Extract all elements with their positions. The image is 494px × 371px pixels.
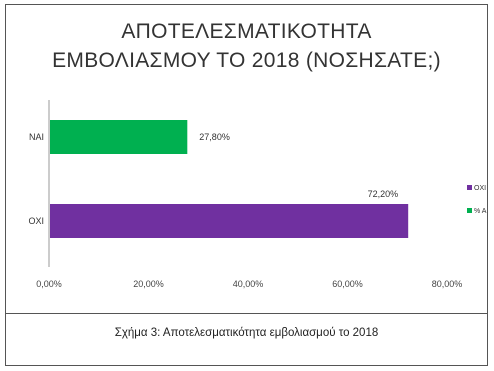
category-label: ΝΑΙ <box>29 132 44 142</box>
data-label: 72,20% <box>368 189 399 199</box>
x-tick-label: 80,00% <box>432 279 463 289</box>
x-tick-label: 20,00% <box>133 279 164 289</box>
data-label: 27,80% <box>199 132 230 142</box>
bar <box>50 204 409 238</box>
bar-chart: 0,00% 20,00% 40,00% 60,00% 80,00% ΝΑΙ 27,80% ΟΧ… <box>28 100 487 289</box>
x-tick-label: 0,00% <box>36 279 62 289</box>
chart-title-line-1: ΑΠΟΤΕΛΕΣΜΑΤΙΚΟΤΗΤΑ <box>121 20 372 43</box>
legend-label: ΟΧΙ <box>474 185 486 192</box>
legend-swatch <box>467 185 472 190</box>
chart-area: ΑΠΟΤΕΛΕΣΜΑΤΙΚΟΤΗΤΑ ΕΜΒΟΛΙΑΣΜΟΥ ΤΟ 2018 (… <box>6 5 487 314</box>
legend-label: % ΑΙ <box>474 208 487 215</box>
legend-swatch <box>467 208 472 213</box>
category-label: ΟΧΙ <box>28 216 44 226</box>
chart-title-line-2: ΕΜΒΟΛΙΑΣΜΟΥ ΤΟ 2018 (ΝΟΣΗΣΑΤΕ;) <box>52 49 441 72</box>
figure-caption: Σχήμα 3: Αποτελεσματικότητα εμβολιασμού … <box>114 327 379 339</box>
bar <box>50 120 188 154</box>
chart-title: ΑΠΟΤΕΛΕΣΜΑΤΙΚΟΤΗΤΑ ΕΜΒΟΛΙΑΣΜΟΥ ΤΟ 2018 (… <box>6 17 487 75</box>
x-tick-label: 40,00% <box>233 279 264 289</box>
x-tick-label: 60,00% <box>332 279 363 289</box>
figure-frame: ΑΠΟΤΕΛΕΣΜΑΤΙΚΟΤΗΤΑ ΕΜΒΟΛΙΑΣΜΟΥ ΤΟ 2018 (… <box>5 4 488 366</box>
